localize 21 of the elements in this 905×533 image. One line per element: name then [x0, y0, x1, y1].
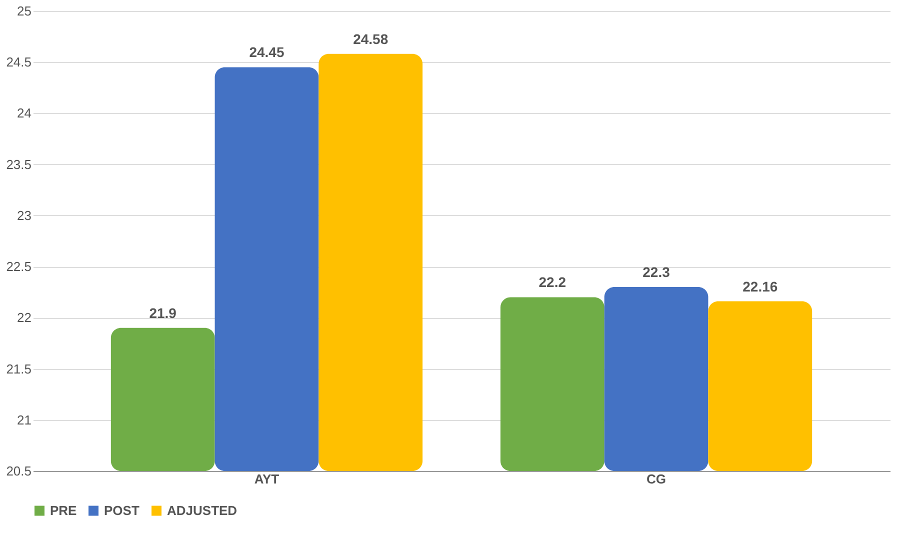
data-label: 22.3	[642, 264, 670, 280]
y-tick-label: 22	[17, 310, 32, 326]
data-label: 24.58	[353, 30, 388, 47]
data-label: 22.16	[742, 278, 778, 294]
legend-label: POST	[104, 502, 140, 518]
y-tick-label: 21	[17, 412, 32, 428]
y-tick-label: 20.5	[6, 464, 32, 478]
y-tick-label: 24.5	[6, 54, 32, 70]
y-tick-label: 22.5	[6, 259, 32, 274]
data-label: 21.9	[149, 304, 177, 321]
legend-label: PRE	[50, 502, 78, 518]
y-tick-label: 24	[17, 106, 32, 121]
x-tick-label: CG	[646, 472, 666, 486]
legend-label: ADJUSTED	[167, 502, 238, 518]
x-tick-label: AYT	[254, 472, 280, 486]
y-tick-label: 21.5	[6, 361, 32, 376]
data-label: 22.2	[538, 274, 566, 290]
y-tick-label: 23.5	[6, 156, 32, 172]
data-label: 24.45	[249, 44, 284, 60]
y-tick-label: 23	[17, 208, 32, 223]
y-tick-label: 25	[17, 4, 32, 18]
